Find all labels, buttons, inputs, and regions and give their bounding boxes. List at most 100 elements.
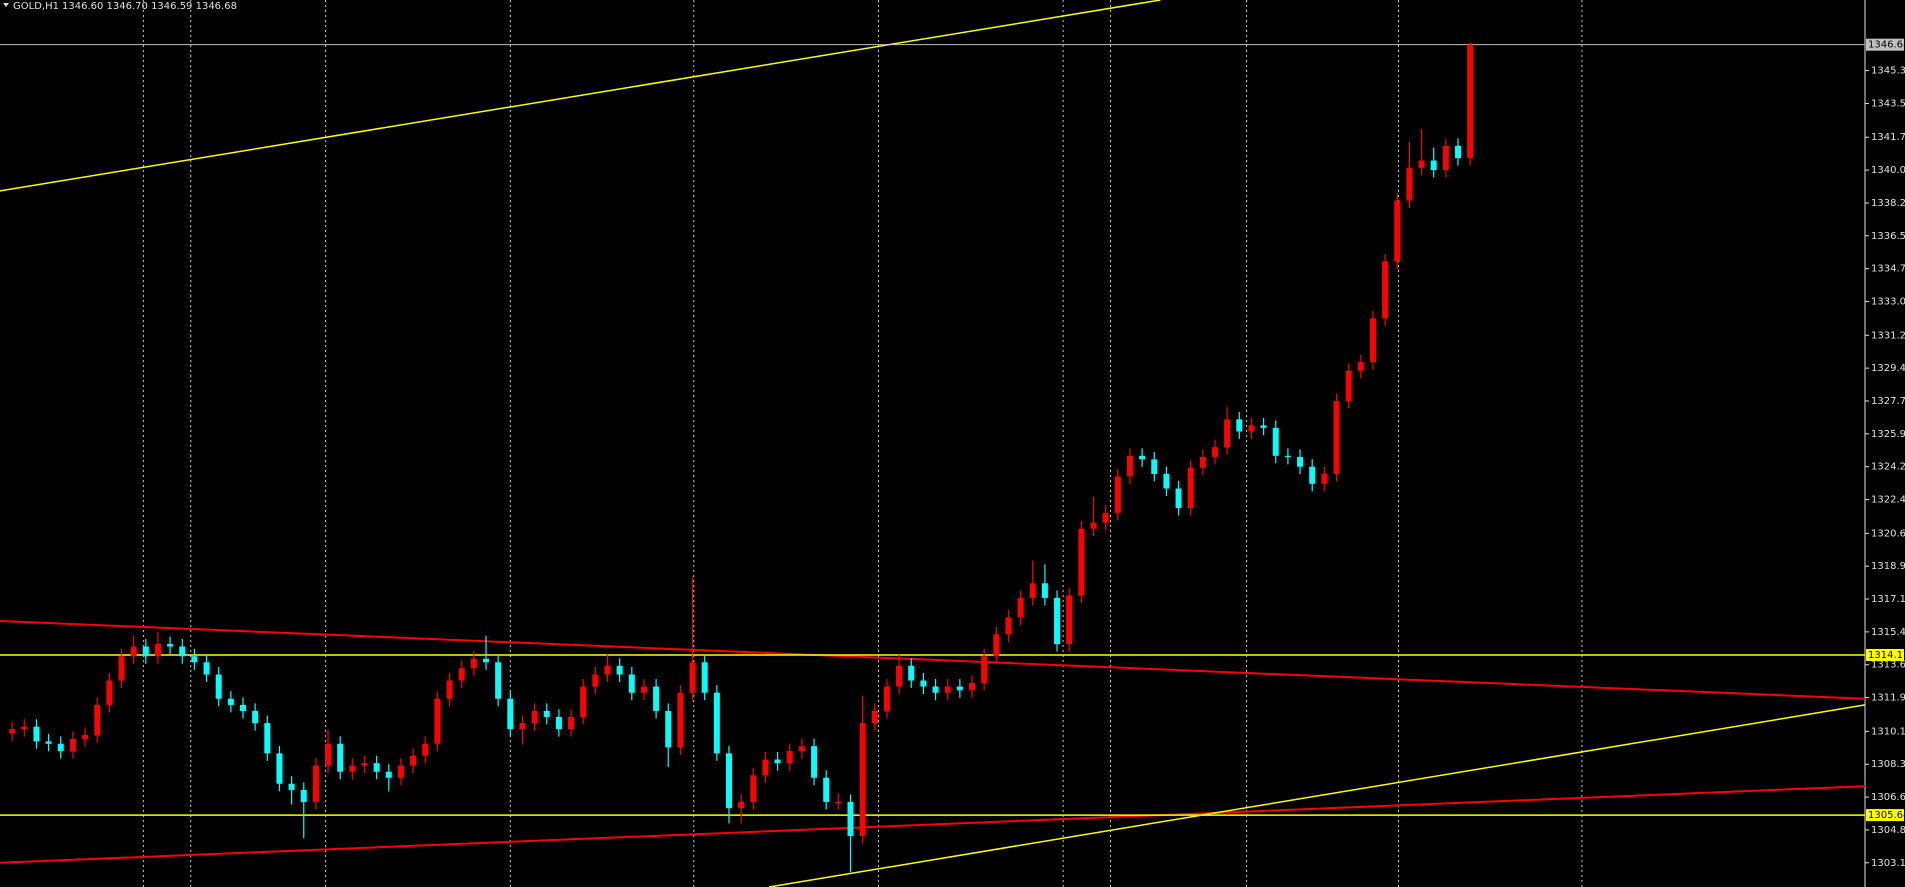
candle-body (1297, 456, 1304, 467)
candle-body (713, 692, 720, 754)
candle-body (458, 668, 465, 681)
candle-body (762, 759, 769, 776)
y-tick-label: 1324.20 (1871, 462, 1905, 473)
candle-body (397, 765, 404, 778)
y-tick-label: 1306.60 (1871, 792, 1905, 803)
y-tick-label: 1322.45 (1871, 495, 1905, 506)
candle-body (555, 716, 562, 730)
candle-body (1187, 467, 1194, 508)
y-tick-label: 1341.75 (1871, 132, 1905, 143)
candle-body (1029, 583, 1036, 598)
y-tick-label: 1325.95 (1871, 429, 1905, 440)
candle-body (361, 763, 368, 766)
candle-body (337, 743, 344, 772)
candle-body (1139, 455, 1146, 460)
candle-body (434, 698, 441, 744)
y-tick-label: 1303.10 (1871, 858, 1905, 869)
price-label-box (1866, 648, 1904, 661)
candle-body (1175, 488, 1182, 508)
candle-body (410, 755, 417, 766)
candle-body (993, 634, 1000, 657)
chart-title: GOLD,H1 (13, 1, 59, 12)
candle-body (69, 738, 76, 752)
price-label-box (1866, 809, 1904, 822)
candle-body (45, 741, 52, 744)
candle-body (604, 665, 611, 675)
y-tick-label: 1345.30 (1871, 66, 1905, 77)
candle-body (1418, 160, 1425, 168)
y-tick-label: 1304.85 (1871, 825, 1905, 836)
candle-body (1394, 200, 1401, 262)
candle-body (252, 710, 259, 724)
candle-body (1467, 44, 1474, 159)
y-tick-label: 1317.15 (1871, 594, 1905, 605)
y-tick-label: 1338.25 (1871, 198, 1905, 209)
candle-body (1054, 597, 1061, 645)
candle-body (179, 646, 186, 657)
candle-body (1126, 455, 1133, 477)
candle-body (300, 789, 307, 802)
candle-body (738, 801, 745, 809)
candle-body (276, 753, 283, 784)
y-tick-label: 1320.65 (1871, 528, 1905, 539)
y-tick-label: 1333.00 (1871, 296, 1905, 307)
candle-body (312, 765, 319, 802)
y-tick-label: 1315.40 (1871, 627, 1905, 638)
trendline (0, 0, 1161, 192)
candle-body (191, 656, 198, 663)
candle-body (774, 759, 781, 764)
candle-body (1406, 167, 1413, 201)
candle-body (470, 658, 477, 669)
y-tick-label: 1343.55 (1871, 98, 1905, 109)
candle-body (665, 710, 672, 748)
y-tick-label: 1311.90 (1871, 693, 1905, 704)
candle-body (1041, 583, 1048, 598)
candle-body (1455, 145, 1461, 159)
candle-body (1260, 425, 1267, 428)
candle-body (264, 723, 271, 754)
candle-body (21, 726, 28, 730)
candle-body (1345, 370, 1352, 401)
candle-body (1224, 419, 1231, 448)
candle-body (932, 686, 939, 693)
candle-body (1102, 512, 1109, 523)
candle-body (154, 644, 161, 657)
candle-body (1090, 522, 1097, 529)
candle-body (896, 665, 903, 687)
candle-body (288, 783, 295, 790)
y-tick-label: 1327.70 (1871, 396, 1905, 407)
candle-body (1321, 474, 1328, 484)
candle-body (142, 646, 149, 657)
candle-body (57, 743, 64, 752)
candle-body (823, 777, 830, 802)
y-tick-label: 1329.45 (1871, 363, 1905, 374)
candle-body (1284, 455, 1291, 457)
candle-body (1248, 425, 1255, 432)
candle-body (580, 686, 587, 717)
y-tick-label: 1318.90 (1871, 561, 1905, 572)
candle-body (908, 665, 915, 681)
candle-body (835, 801, 842, 803)
candle-body (325, 743, 332, 766)
candle-body (1272, 427, 1279, 456)
candle-body (677, 692, 684, 748)
y-tick-label: 1310.10 (1871, 726, 1905, 737)
candle-body (568, 716, 575, 730)
candle-body (215, 674, 222, 699)
candle-body (483, 658, 489, 663)
candle-body (373, 763, 380, 772)
candle-body (689, 662, 696, 693)
trendline (0, 619, 1866, 700)
candle-body (798, 746, 805, 752)
candle-body (1199, 456, 1206, 468)
candle-body (653, 686, 660, 711)
candle-body (1442, 145, 1449, 171)
candle-body (543, 710, 550, 717)
menu-arrow[interactable] (3, 3, 9, 7)
candle-body (786, 751, 793, 764)
candle-body (82, 735, 89, 739)
candle-body (944, 686, 951, 693)
candle-body (847, 801, 854, 836)
trendline (768, 704, 1866, 887)
